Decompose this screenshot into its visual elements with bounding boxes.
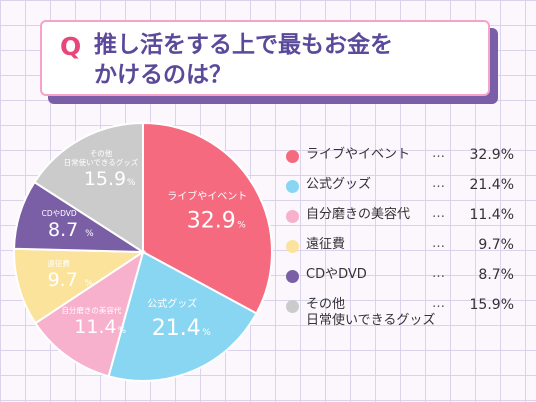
title-box: Q 推し活をする上で最もお金を かけるのは？ [40, 20, 490, 96]
legend-swatch [286, 180, 299, 193]
legend-label: ライブやイベント [306, 147, 410, 163]
legend-item: 遠征費 … 9.7% [284, 236, 524, 256]
pie-label-name-5-1: 日常使いできるグッズ [64, 157, 139, 167]
pie-slice-0 [142, 121, 273, 315]
legend-label: その他 日常使いできるグッズ [306, 297, 435, 329]
pie-label-unit-5: % [127, 178, 136, 188]
legend-item: 自分磨きの美容代 … 11.4% [284, 206, 524, 226]
pie-label-1: 公式グッズ 21.4% [147, 297, 211, 341]
pie-label-name-2-0: 自分磨きの美容代 [61, 305, 121, 315]
legend-label: CDやDVD [306, 267, 367, 283]
legend-label: 自分磨きの美容代 [306, 207, 410, 223]
pie-label-name-5-0: その他 [90, 148, 113, 158]
pie-slice-5 [33, 121, 144, 254]
pie-label-unit-4: % [85, 229, 94, 239]
legend-value: 21.4% [469, 177, 514, 193]
title-line-1: 推し活をする上で最もお金を [94, 32, 393, 58]
legend-swatch [286, 150, 299, 163]
legend-item: 公式グッズ … 21.4% [284, 176, 524, 196]
pie-label-unit-3: % [85, 279, 94, 289]
pie-label-name-1-0: 公式グッズ [147, 297, 197, 310]
pie-label-value-5: 15.9 [84, 168, 126, 190]
pie-label-value-0: 32.9 [187, 209, 236, 234]
legend-label-line: CDやDVD [306, 267, 367, 282]
legend-label-line: ライブやイベント [306, 147, 411, 162]
pie-label-0: ライブやイベント 32.9% [167, 190, 247, 234]
pie-slice-3 [13, 247, 147, 325]
legend-label-line: 自分磨きの美容代 [306, 207, 411, 222]
pie-label-value-4: 8.7 [48, 219, 78, 241]
legend-label: 公式グッズ [306, 177, 371, 193]
pie-label-name-0-0: ライブやイベント [167, 190, 247, 203]
pie-label-unit-1: % [202, 328, 211, 338]
pie-label-value-1: 21.4 [152, 316, 201, 341]
pie-slice-2 [34, 249, 145, 378]
legend-leader-dots: … [432, 176, 445, 191]
legend-value: 32.9% [469, 147, 514, 163]
legend-value: 11.4% [469, 207, 514, 223]
legend-value: 15.9% [469, 297, 514, 313]
pie-label-unit-0: % [237, 221, 246, 231]
legend-swatch [286, 270, 299, 283]
legend-item: ライブやイベント … 32.9% [284, 146, 524, 166]
legend-leader-dots: … [432, 146, 445, 161]
legend-leader-dots: … [432, 236, 445, 251]
pie-label-value-3: 9.7 [48, 269, 78, 291]
pie-label-name-4-0: CDやDVD [42, 209, 77, 218]
legend-leader-dots: … [432, 266, 445, 281]
legend-leader-dots: … [432, 296, 445, 311]
pie-label-value-2: 11.4 [74, 316, 116, 338]
legend-label-line: 日常使いできるグッズ [306, 313, 436, 328]
legend-value: 8.7% [478, 267, 514, 283]
pie-label-name-3-0: 遠征費 [47, 258, 70, 268]
pie-slice-1 [107, 250, 258, 382]
legend-label-line: 公式グッズ [306, 177, 372, 192]
legend-leader-dots: … [432, 206, 445, 221]
legend-swatch [286, 300, 299, 313]
legend-label: 遠征費 [306, 237, 345, 253]
legend-swatch [286, 210, 299, 223]
title-q-mark: Q [60, 32, 82, 61]
title-line-2: かけるのは？ [94, 62, 232, 88]
legend-swatch [286, 240, 299, 253]
chart-title: 推し活をする上で最もお金を かけるのは？ [94, 30, 484, 90]
legend-value: 9.7% [478, 237, 514, 253]
legend-item: CDやDVD … 8.7% [284, 266, 524, 286]
pie-label-unit-2: % [117, 326, 126, 336]
legend-label-line: 遠征費 [306, 237, 346, 252]
legend-label-line: その他 [306, 297, 346, 312]
legend-item: その他 日常使いできるグッズ… 15.9% [284, 296, 524, 328]
